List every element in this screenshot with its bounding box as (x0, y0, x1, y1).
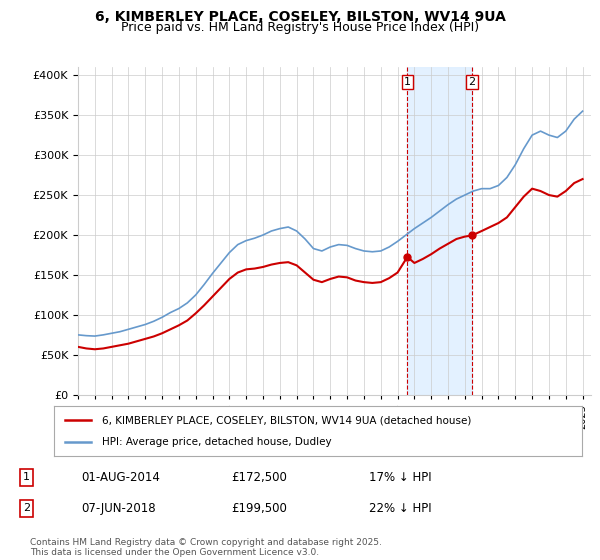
Text: 07-JUN-2018: 07-JUN-2018 (81, 502, 156, 515)
Text: £172,500: £172,500 (231, 471, 287, 484)
Text: 01-AUG-2014: 01-AUG-2014 (81, 471, 160, 484)
Text: 1: 1 (404, 77, 411, 87)
Text: Price paid vs. HM Land Registry's House Price Index (HPI): Price paid vs. HM Land Registry's House … (121, 21, 479, 34)
Text: 2: 2 (23, 503, 30, 513)
Text: Contains HM Land Registry data © Crown copyright and database right 2025.
This d: Contains HM Land Registry data © Crown c… (30, 538, 382, 557)
Text: 17% ↓ HPI: 17% ↓ HPI (369, 471, 432, 484)
Text: 6, KIMBERLEY PLACE, COSELEY, BILSTON, WV14 9UA: 6, KIMBERLEY PLACE, COSELEY, BILSTON, WV… (95, 10, 505, 24)
Text: 1: 1 (23, 473, 30, 482)
Text: 22% ↓ HPI: 22% ↓ HPI (369, 502, 432, 515)
Text: HPI: Average price, detached house, Dudley: HPI: Average price, detached house, Dudl… (101, 437, 331, 447)
Text: 2: 2 (469, 77, 476, 87)
Bar (407, 67, 472, 395)
Text: 6, KIMBERLEY PLACE, COSELEY, BILSTON, WV14 9UA (detached house): 6, KIMBERLEY PLACE, COSELEY, BILSTON, WV… (101, 415, 471, 425)
Text: £199,500: £199,500 (231, 502, 287, 515)
